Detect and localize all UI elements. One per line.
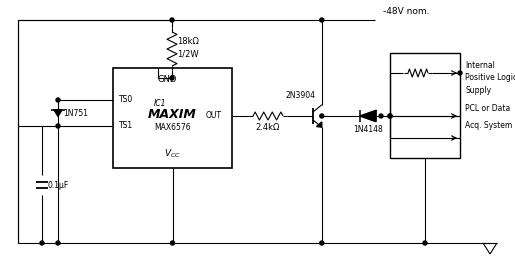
Circle shape [320, 241, 324, 245]
Text: Supply: Supply [465, 86, 491, 95]
Polygon shape [317, 122, 322, 127]
Text: Positive Logic: Positive Logic [465, 73, 515, 83]
Text: MAXIM: MAXIM [148, 108, 197, 120]
Text: Internal: Internal [465, 61, 495, 70]
Circle shape [170, 241, 175, 245]
Text: GND: GND [158, 75, 177, 84]
Polygon shape [360, 110, 376, 122]
Text: Acq. System: Acq. System [465, 121, 512, 130]
Circle shape [320, 18, 324, 22]
Text: IC1: IC1 [154, 99, 167, 108]
Bar [113, 68, 232, 168]
Circle shape [388, 114, 392, 118]
Circle shape [170, 18, 174, 22]
Circle shape [56, 124, 60, 128]
Circle shape [56, 98, 60, 102]
Text: TS1: TS1 [119, 122, 133, 130]
Text: TS0: TS0 [119, 95, 133, 104]
Text: MAX6576: MAX6576 [154, 124, 191, 133]
Text: 1N4148: 1N4148 [353, 125, 383, 134]
Text: 1N751: 1N751 [63, 109, 88, 118]
Circle shape [379, 114, 383, 118]
Circle shape [40, 241, 44, 245]
Text: 2.4kΩ: 2.4kΩ [256, 124, 280, 133]
Circle shape [170, 76, 174, 80]
Text: 18kΩ: 18kΩ [177, 37, 199, 45]
Text: -48V nom.: -48V nom. [383, 7, 430, 16]
Text: 1/2W: 1/2W [177, 49, 199, 58]
Circle shape [56, 241, 60, 245]
Text: PCL or Data: PCL or Data [465, 104, 510, 113]
Circle shape [388, 114, 392, 118]
Text: OUT: OUT [206, 112, 222, 120]
Circle shape [320, 114, 324, 118]
Polygon shape [54, 110, 62, 116]
Text: 2N3904: 2N3904 [285, 92, 315, 100]
Text: $\mathit{V}_{CC}$: $\mathit{V}_{CC}$ [164, 148, 181, 160]
Circle shape [458, 71, 462, 75]
Text: 0.1μF: 0.1μF [47, 181, 68, 190]
Bar [390, 53, 460, 158]
Circle shape [423, 241, 427, 245]
